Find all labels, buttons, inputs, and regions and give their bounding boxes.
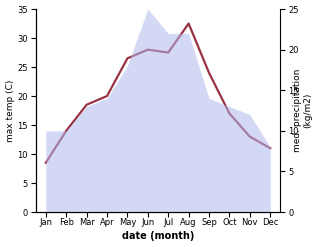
X-axis label: date (month): date (month)	[122, 231, 194, 242]
Y-axis label: med. precipitation
(kg/m2): med. precipitation (kg/m2)	[293, 69, 313, 152]
Y-axis label: max temp (C): max temp (C)	[5, 79, 15, 142]
